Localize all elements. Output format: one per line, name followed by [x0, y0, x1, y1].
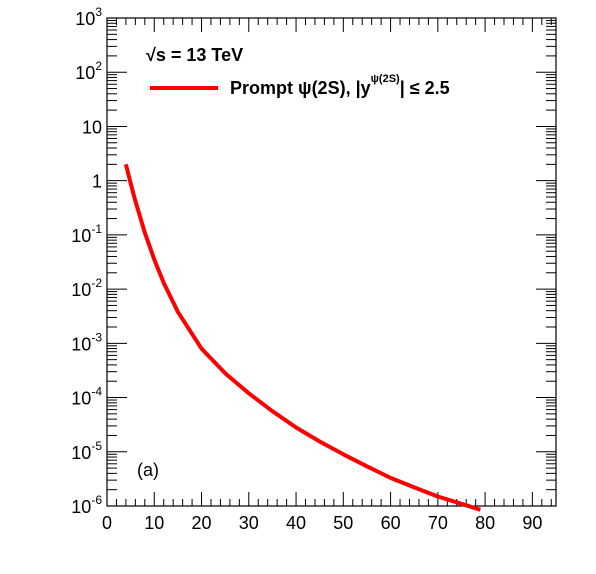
- x-tick-label: 0: [102, 513, 112, 533]
- x-tick-label: 90: [522, 513, 542, 533]
- y-tick-label: 10: [82, 117, 102, 137]
- y-tick-label: 10-2: [71, 276, 102, 300]
- x-tick-label: 70: [428, 513, 448, 533]
- x-tick-label: 40: [286, 513, 306, 533]
- x-tick-label: 80: [475, 513, 495, 533]
- y-tick-label: 10-1: [71, 222, 102, 246]
- y-tick-label: 10-3: [71, 330, 102, 354]
- panel-label: (a): [137, 460, 159, 480]
- y-tick-label: 10-6: [71, 493, 102, 517]
- series-line-prompt-psi2s: [123, 163, 482, 512]
- y-tick-label: 103: [75, 5, 102, 29]
- legend-entry: Prompt ψ(2S), |yψ(2S)| ≤ 2.5: [230, 73, 450, 98]
- x-tick-label: 10: [144, 513, 164, 533]
- x-tick-label: 30: [239, 513, 259, 533]
- x-tick-label: 60: [381, 513, 401, 533]
- x-tick-label: 50: [333, 513, 353, 533]
- x-axis: 0 10 20 30 40 50 60 70 80 90: [102, 18, 552, 533]
- y-tick-label: 10-5: [71, 439, 102, 463]
- y-tick-label: 102: [75, 59, 102, 83]
- y-tick-label: 1: [92, 172, 102, 192]
- x-tick-label: 20: [192, 513, 212, 533]
- y-axis: 10-6 10-5 10-4 10-3 10-2 10-1 1 10 102 103: [71, 5, 556, 517]
- energy-label: √s = 13 TeV: [146, 45, 243, 65]
- plot-frame: [106, 17, 557, 507]
- y-tick-label: 10-4: [71, 385, 102, 409]
